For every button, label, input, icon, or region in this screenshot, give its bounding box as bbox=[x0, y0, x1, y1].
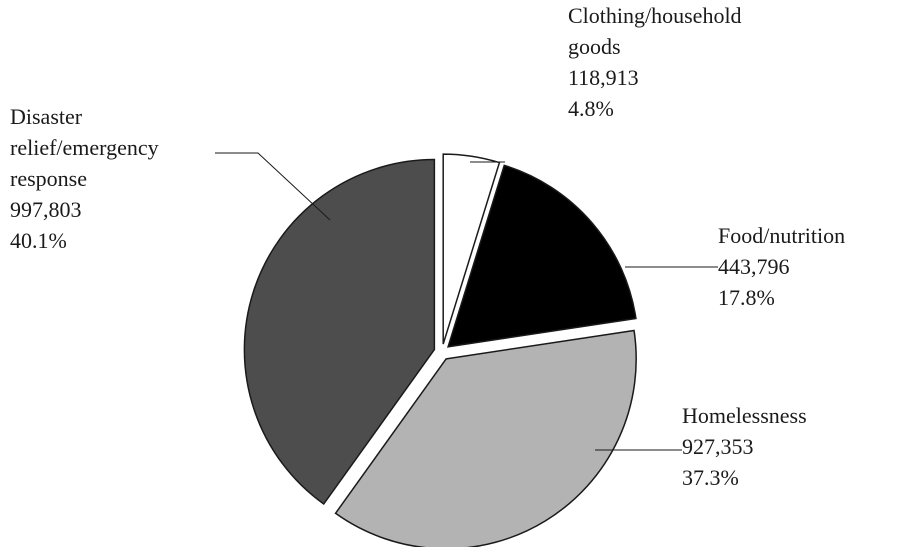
percent-label: 4.8% bbox=[568, 96, 614, 121]
pie-slice bbox=[442, 153, 501, 345]
category-label: Food/nutrition bbox=[718, 223, 846, 248]
slice-label: Homelessness 927,353 37.3% bbox=[682, 400, 807, 493]
percent-label: 40.1% bbox=[10, 228, 67, 253]
slice-label: Disaster relief/emergency response 997,80… bbox=[10, 101, 159, 256]
pie-slice bbox=[446, 164, 637, 348]
percent-label: 17.8% bbox=[718, 285, 775, 310]
category-label: Homelessness bbox=[682, 403, 807, 428]
slice-label: Food/nutrition 443,796 17.8% bbox=[718, 220, 845, 313]
value-label: 927,353 bbox=[682, 434, 754, 459]
value-label: 443,796 bbox=[718, 254, 790, 279]
pie-slice bbox=[334, 329, 637, 547]
category-label: Clothing/household goods bbox=[568, 3, 742, 59]
pie-slice bbox=[243, 158, 436, 506]
value-label: 997,803 bbox=[10, 197, 82, 222]
slice-label: Clothing/household goods 118,913 4.8% bbox=[568, 0, 742, 124]
leader-line bbox=[215, 152, 331, 221]
value-label: 118,913 bbox=[568, 65, 639, 90]
category-label: Disaster relief/emergency response bbox=[10, 104, 159, 191]
percent-label: 37.3% bbox=[682, 465, 739, 490]
